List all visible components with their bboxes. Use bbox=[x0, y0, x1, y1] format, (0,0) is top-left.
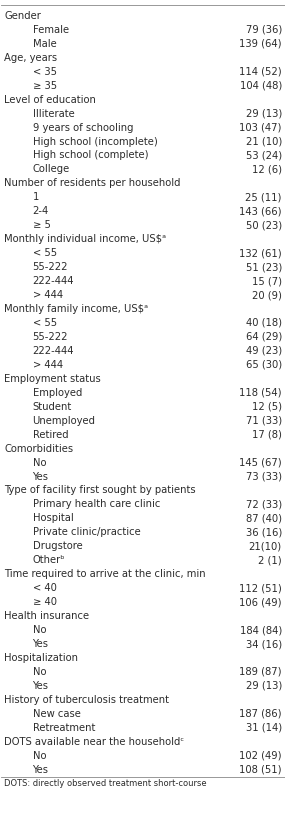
Text: Otherᵇ: Otherᵇ bbox=[33, 555, 65, 565]
Text: > 444: > 444 bbox=[33, 290, 63, 300]
Text: 187 (86): 187 (86) bbox=[239, 709, 282, 719]
Text: 114 (52): 114 (52) bbox=[239, 67, 282, 77]
Text: No: No bbox=[33, 625, 46, 635]
Text: Female: Female bbox=[33, 25, 69, 35]
Text: Type of facility first sought by patients: Type of facility first sought by patient… bbox=[4, 485, 196, 496]
Text: Hospital: Hospital bbox=[33, 514, 73, 523]
Text: No: No bbox=[33, 751, 46, 761]
Text: 189 (87): 189 (87) bbox=[239, 667, 282, 677]
Text: Private clinic/practice: Private clinic/practice bbox=[33, 527, 140, 537]
Text: Employment status: Employment status bbox=[4, 374, 101, 384]
Text: 50 (23): 50 (23) bbox=[246, 221, 282, 230]
Text: 51 (23): 51 (23) bbox=[245, 262, 282, 272]
Text: 102 (49): 102 (49) bbox=[239, 751, 282, 761]
Text: Hospitalization: Hospitalization bbox=[4, 653, 78, 663]
Text: 21 (10): 21 (10) bbox=[245, 137, 282, 147]
Text: Student: Student bbox=[33, 402, 72, 412]
Text: < 35: < 35 bbox=[33, 67, 57, 77]
Text: 64 (29): 64 (29) bbox=[245, 332, 282, 342]
Text: < 55: < 55 bbox=[33, 318, 57, 328]
Text: 36 (16): 36 (16) bbox=[245, 527, 282, 537]
Text: Monthly family income, US$ᵃ: Monthly family income, US$ᵃ bbox=[4, 304, 148, 314]
Text: Retired: Retired bbox=[33, 430, 68, 440]
Text: Yes: Yes bbox=[33, 764, 49, 775]
Text: 2-4: 2-4 bbox=[33, 206, 49, 217]
Text: 73 (33): 73 (33) bbox=[246, 471, 282, 482]
Text: 104 (48): 104 (48) bbox=[240, 81, 282, 90]
Text: 34 (16): 34 (16) bbox=[246, 639, 282, 649]
Text: 65 (30): 65 (30) bbox=[246, 360, 282, 370]
Text: 118 (54): 118 (54) bbox=[239, 387, 282, 398]
Text: 132 (61): 132 (61) bbox=[239, 248, 282, 258]
Text: Time required to arrive at the clinic, min: Time required to arrive at the clinic, m… bbox=[4, 569, 206, 580]
Text: Drugstore: Drugstore bbox=[33, 541, 82, 551]
Text: No: No bbox=[33, 457, 46, 467]
Text: Comorbidities: Comorbidities bbox=[4, 444, 73, 453]
Text: Employed: Employed bbox=[33, 387, 82, 398]
Text: 12 (6): 12 (6) bbox=[252, 164, 282, 174]
Text: 1: 1 bbox=[33, 192, 39, 203]
Text: 15 (7): 15 (7) bbox=[252, 276, 282, 286]
Text: Number of residents per household: Number of residents per household bbox=[4, 178, 181, 188]
Text: Yes: Yes bbox=[33, 471, 49, 482]
Text: No: No bbox=[33, 667, 46, 677]
Text: Primary health care clinic: Primary health care clinic bbox=[33, 500, 160, 510]
Text: 55-222: 55-222 bbox=[33, 262, 68, 272]
Text: High school (complete): High school (complete) bbox=[33, 151, 148, 160]
Text: Unemployed: Unemployed bbox=[33, 416, 96, 426]
Text: Health insurance: Health insurance bbox=[4, 611, 89, 621]
Text: 145 (67): 145 (67) bbox=[239, 457, 282, 467]
Text: Male: Male bbox=[33, 39, 56, 49]
Text: 31 (14): 31 (14) bbox=[246, 723, 282, 733]
Text: 2 (1): 2 (1) bbox=[258, 555, 282, 565]
Text: 222-444: 222-444 bbox=[33, 276, 74, 286]
Text: ≥ 40: ≥ 40 bbox=[33, 597, 57, 607]
Text: 222-444: 222-444 bbox=[33, 346, 74, 356]
Text: History of tuberculosis treatment: History of tuberculosis treatment bbox=[4, 695, 169, 705]
Text: Monthly individual income, US$ᵃ: Monthly individual income, US$ᵃ bbox=[4, 234, 166, 244]
Text: 12 (5): 12 (5) bbox=[252, 402, 282, 412]
Text: 103 (47): 103 (47) bbox=[239, 123, 282, 133]
Text: 72 (33): 72 (33) bbox=[246, 500, 282, 510]
Text: 143 (66): 143 (66) bbox=[239, 206, 282, 217]
Text: Retreatment: Retreatment bbox=[33, 723, 95, 733]
Text: ≥ 35: ≥ 35 bbox=[33, 81, 57, 90]
Text: 29 (13): 29 (13) bbox=[245, 681, 282, 691]
Text: < 40: < 40 bbox=[33, 583, 56, 593]
Text: 29 (13): 29 (13) bbox=[245, 108, 282, 119]
Text: 112 (51): 112 (51) bbox=[239, 583, 282, 593]
Text: ≥ 5: ≥ 5 bbox=[33, 221, 50, 230]
Text: 9 years of schooling: 9 years of schooling bbox=[33, 123, 133, 133]
Text: 108 (51): 108 (51) bbox=[239, 764, 282, 775]
Text: 71 (33): 71 (33) bbox=[246, 416, 282, 426]
Text: > 444: > 444 bbox=[33, 360, 63, 370]
Text: 20 (9): 20 (9) bbox=[252, 290, 282, 300]
Text: 21(10): 21(10) bbox=[249, 541, 282, 551]
Text: Age, years: Age, years bbox=[4, 53, 57, 63]
Text: New case: New case bbox=[33, 709, 80, 719]
Text: Gender: Gender bbox=[4, 11, 41, 21]
Text: DOTS: directly observed treatment short-course: DOTS: directly observed treatment short-… bbox=[4, 779, 207, 788]
Text: DOTS available near the householdᶜ: DOTS available near the householdᶜ bbox=[4, 737, 184, 746]
Text: 49 (23): 49 (23) bbox=[246, 346, 282, 356]
Text: Yes: Yes bbox=[33, 639, 49, 649]
Text: Yes: Yes bbox=[33, 681, 49, 691]
Text: 55-222: 55-222 bbox=[33, 332, 68, 342]
Text: 184 (84): 184 (84) bbox=[240, 625, 282, 635]
Text: 53 (24): 53 (24) bbox=[246, 151, 282, 160]
Text: 25 (11): 25 (11) bbox=[245, 192, 282, 203]
Text: 139 (64): 139 (64) bbox=[239, 39, 282, 49]
Text: Level of education: Level of education bbox=[4, 94, 96, 105]
Text: 106 (49): 106 (49) bbox=[239, 597, 282, 607]
Text: College: College bbox=[33, 164, 70, 174]
Text: 17 (8): 17 (8) bbox=[252, 430, 282, 440]
Text: High school (incomplete): High school (incomplete) bbox=[33, 137, 157, 147]
Text: 87 (40): 87 (40) bbox=[246, 514, 282, 523]
Text: 79 (36): 79 (36) bbox=[245, 25, 282, 35]
Text: Illiterate: Illiterate bbox=[33, 108, 74, 119]
Text: < 55: < 55 bbox=[33, 248, 57, 258]
Text: 40 (18): 40 (18) bbox=[246, 318, 282, 328]
